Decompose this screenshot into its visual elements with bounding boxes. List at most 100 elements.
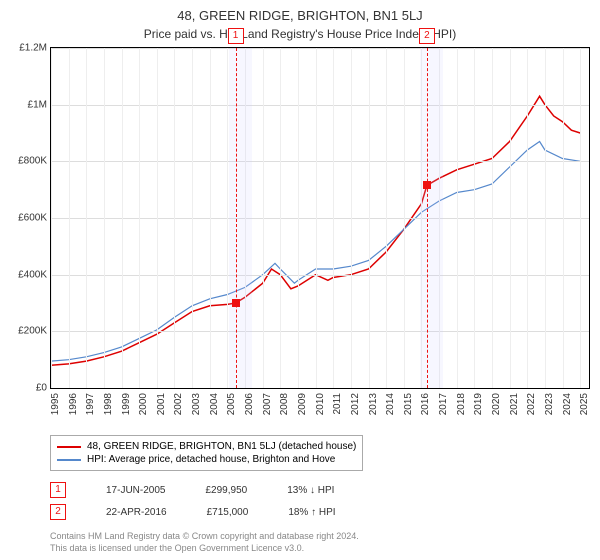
gridline — [210, 48, 211, 388]
gridline — [386, 48, 387, 388]
shaded-region — [420, 48, 443, 388]
marker-line — [427, 48, 428, 388]
chart-plot-area: £0£200K£400K£600K£800K£1M£1.2M12 — [50, 47, 590, 389]
x-tick-label: 2022 — [526, 393, 537, 415]
gridline — [298, 48, 299, 388]
footer-line: Contains HM Land Registry data © Crown c… — [50, 531, 590, 543]
legend-label: HPI: Average price, detached house, Brig… — [87, 454, 335, 465]
x-tick-label: 1999 — [121, 393, 132, 415]
legend: 48, GREEN RIDGE, BRIGHTON, BN1 5LJ (deta… — [50, 435, 363, 471]
gridline — [474, 48, 475, 388]
marker-badge: 2 — [50, 504, 66, 520]
gridline — [192, 48, 193, 388]
txn-date: 17-JUN-2005 — [106, 485, 165, 496]
gridline — [157, 48, 158, 388]
gridline — [51, 331, 589, 332]
gridline — [527, 48, 528, 388]
x-tick-label: 2023 — [544, 393, 555, 415]
x-tick-label: 2008 — [279, 393, 290, 415]
gridline — [492, 48, 493, 388]
x-axis-labels: 1995199619971998199920002001200220032004… — [50, 389, 590, 429]
y-tick-label: £1.2M — [19, 43, 47, 54]
txn-price: £299,950 — [205, 485, 247, 496]
table-row: 2 22-APR-2016 £715,000 18% ↑ HPI — [50, 501, 590, 523]
marker-label: 2 — [419, 28, 435, 44]
x-tick-label: 1996 — [68, 393, 79, 415]
x-tick-label: 2003 — [191, 393, 202, 415]
gridline — [351, 48, 352, 388]
x-tick-label: 2006 — [244, 393, 255, 415]
gridline — [263, 48, 264, 388]
legend-item: HPI: Average price, detached house, Brig… — [57, 453, 356, 466]
legend-swatch — [57, 446, 81, 448]
x-tick-label: 2012 — [350, 393, 361, 415]
txn-delta: 13% ↓ HPI — [287, 485, 334, 496]
gridline — [369, 48, 370, 388]
gridline — [69, 48, 70, 388]
gridline — [51, 161, 589, 162]
gridline — [457, 48, 458, 388]
footer-attribution: Contains HM Land Registry data © Crown c… — [50, 531, 590, 554]
gridline — [280, 48, 281, 388]
gridline — [545, 48, 546, 388]
x-tick-label: 2025 — [579, 393, 590, 415]
gridline — [104, 48, 105, 388]
x-tick-label: 2021 — [509, 393, 520, 415]
gridline — [333, 48, 334, 388]
gridline — [122, 48, 123, 388]
gridline — [86, 48, 87, 388]
y-tick-label: £400K — [18, 269, 47, 280]
x-tick-label: 2016 — [420, 393, 431, 415]
gridline — [563, 48, 564, 388]
marker-badge: 1 — [50, 482, 66, 498]
gridline — [139, 48, 140, 388]
page-title: 48, GREEN RIDGE, BRIGHTON, BN1 5LJ — [0, 0, 600, 23]
gridline — [51, 275, 589, 276]
transaction-table: 1 17-JUN-2005 £299,950 13% ↓ HPI 2 22-AP… — [50, 479, 590, 523]
gridline — [510, 48, 511, 388]
gridline — [51, 105, 589, 106]
x-tick-label: 2014 — [385, 393, 396, 415]
gridline — [316, 48, 317, 388]
gridline — [51, 218, 589, 219]
chart-container: 48, GREEN RIDGE, BRIGHTON, BN1 5LJ Price… — [0, 0, 600, 560]
txn-date: 22-APR-2016 — [106, 507, 167, 518]
arrow-down-icon: ↓ — [310, 485, 315, 496]
gridline — [51, 48, 52, 388]
x-tick-label: 2004 — [209, 393, 220, 415]
marker-dot — [232, 299, 240, 307]
marker-dot — [423, 181, 431, 189]
x-tick-label: 1995 — [50, 393, 61, 415]
x-tick-label: 2002 — [173, 393, 184, 415]
gridline — [51, 48, 589, 49]
x-tick-label: 2001 — [156, 393, 167, 415]
x-tick-label: 2017 — [438, 393, 449, 415]
x-tick-label: 2009 — [297, 393, 308, 415]
marker-line — [236, 48, 237, 388]
legend-swatch — [57, 459, 81, 461]
txn-price: £715,000 — [207, 507, 249, 518]
x-tick-label: 2019 — [473, 393, 484, 415]
x-tick-label: 2020 — [491, 393, 502, 415]
x-tick-label: 2010 — [315, 393, 326, 415]
y-tick-label: £800K — [18, 156, 47, 167]
table-row: 1 17-JUN-2005 £299,950 13% ↓ HPI — [50, 479, 590, 501]
y-tick-label: £200K — [18, 326, 47, 337]
legend-item: 48, GREEN RIDGE, BRIGHTON, BN1 5LJ (deta… — [57, 440, 356, 453]
x-tick-label: 2024 — [562, 393, 573, 415]
x-tick-label: 2000 — [138, 393, 149, 415]
footer-line: This data is licensed under the Open Gov… — [50, 543, 590, 555]
legend-label: 48, GREEN RIDGE, BRIGHTON, BN1 5LJ (deta… — [87, 441, 356, 452]
x-tick-label: 1997 — [85, 393, 96, 415]
x-tick-label: 2015 — [403, 393, 414, 415]
x-tick-label: 2013 — [368, 393, 379, 415]
marker-label: 1 — [228, 28, 244, 44]
x-tick-label: 2005 — [226, 393, 237, 415]
x-tick-label: 2011 — [332, 393, 343, 415]
gridline — [404, 48, 405, 388]
gridline — [174, 48, 175, 388]
y-tick-label: £600K — [18, 213, 47, 224]
y-tick-label: £0 — [36, 383, 47, 394]
shaded-region — [229, 48, 252, 388]
page-subtitle: Price paid vs. HM Land Registry's House … — [0, 23, 600, 47]
